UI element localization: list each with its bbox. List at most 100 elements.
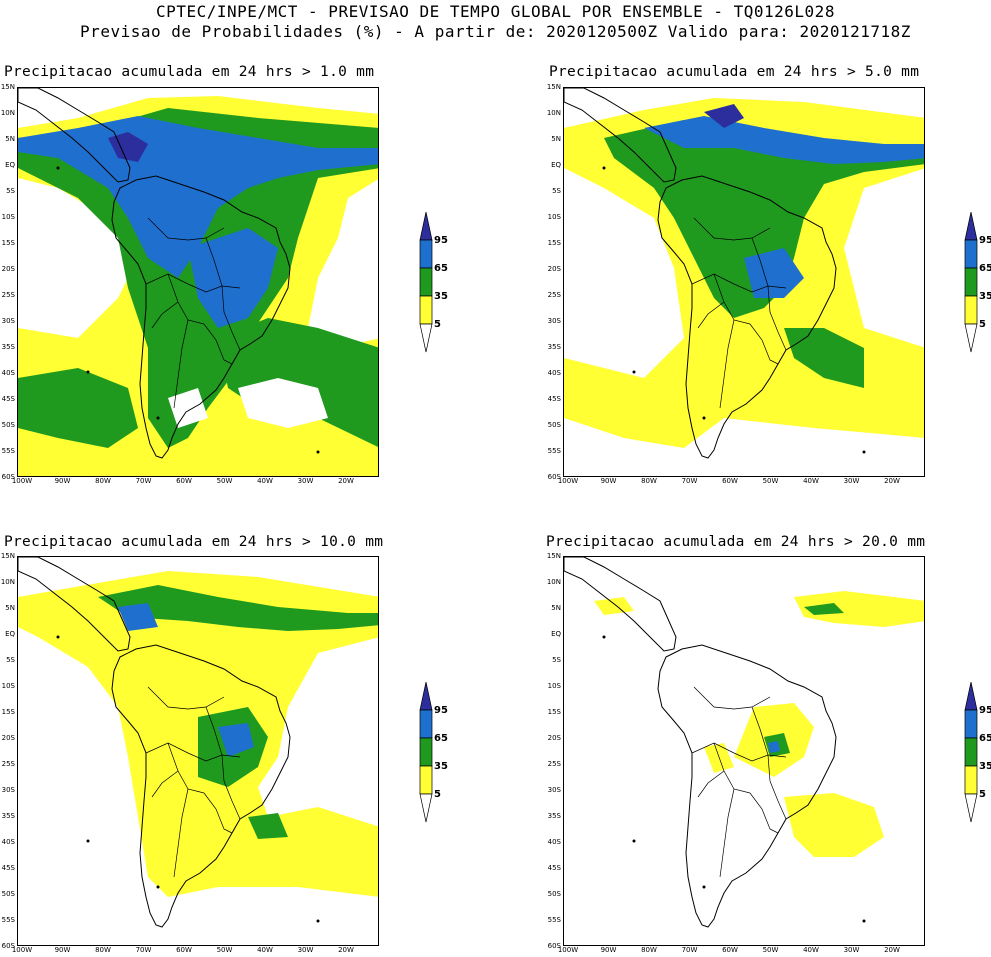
- country-border: [751, 706, 769, 756]
- colorbar-segment: [419, 295, 433, 325]
- latitude-label: 50S: [1, 421, 15, 429]
- longitude-label: 70W: [681, 946, 698, 954]
- colorbar-segment: [964, 211, 978, 241]
- probability-area: [98, 585, 378, 631]
- latitude-label: 15N: [546, 552, 561, 560]
- longitude-label: 70W: [135, 477, 152, 485]
- latitude-label: 5N: [5, 135, 15, 143]
- latitude-label: 15S: [1, 239, 15, 247]
- longitude-label: 40W: [803, 477, 819, 485]
- country-border: [691, 273, 787, 293]
- colorbar-label: 5: [434, 789, 441, 800]
- latitude-label: 30S: [1, 317, 15, 325]
- probability-area: [594, 597, 634, 615]
- colorbar-segment: [419, 737, 433, 767]
- colorbar-label: 65: [979, 263, 991, 274]
- probability-area: [218, 723, 254, 757]
- island-mark: [702, 885, 706, 889]
- chart-subtitle: Previsao de Probabilidades (%) - A parti…: [80, 22, 911, 41]
- country-border: [713, 742, 751, 794]
- latitude-label: 35S: [1, 343, 15, 351]
- coastline-south-america: [111, 644, 291, 928]
- latitude-label: 45S: [547, 395, 561, 403]
- colorbar-segment: [419, 765, 433, 795]
- latitude-label: 30S: [1, 786, 15, 794]
- panel-4-title: Precipitacao acumulada em 24 hrs > 20.0 …: [546, 534, 926, 550]
- longitude-label: 40W: [257, 946, 273, 954]
- country-border: [221, 754, 241, 820]
- longitude-label: 20W: [338, 477, 354, 485]
- panel-4-map: [563, 556, 925, 946]
- latitude-label: 50S: [547, 890, 561, 898]
- probability-area: [768, 741, 780, 753]
- island-mark: [56, 635, 60, 639]
- longitude-label: 50W: [762, 477, 779, 485]
- longitude-label: 80W: [641, 477, 657, 485]
- colorbar-label: 95: [434, 235, 448, 246]
- panel-2-map: [563, 87, 925, 477]
- country-border: [693, 217, 771, 241]
- latitude-label: 25S: [1, 760, 15, 768]
- colorbar-label: 35: [979, 291, 991, 302]
- latitude-label: 60S: [1, 473, 15, 481]
- colorbar-segment: [964, 737, 978, 767]
- country-border: [749, 792, 779, 834]
- longitude-label: 20W: [338, 946, 354, 954]
- latitude-label: 35S: [547, 343, 561, 351]
- colorbar-segment: [419, 793, 433, 823]
- latitude-label: 5N: [551, 604, 561, 612]
- panel-3-probability-field: [18, 557, 378, 928]
- colorbar-label: 35: [434, 761, 448, 772]
- longitude-label: 30W: [297, 477, 314, 485]
- country-border: [697, 301, 725, 329]
- country-border: [767, 285, 787, 351]
- latitude-label: 60S: [547, 473, 561, 481]
- colorbar-segment: [964, 239, 978, 269]
- latitude-label: EQ: [551, 630, 561, 638]
- latitude-label: 40S: [547, 369, 561, 377]
- latitude-label: 55S: [547, 916, 561, 924]
- panel-1-title: Precipitacao acumulada em 24 hrs > 1.0 m…: [4, 64, 375, 80]
- longitude-label: 60W: [176, 477, 192, 485]
- latitude-label: 15N: [0, 83, 15, 91]
- colorbar-segment: [419, 211, 433, 241]
- latitude-label: 10N: [0, 578, 15, 586]
- latitude-label: 40S: [1, 369, 15, 377]
- island-mark: [632, 370, 636, 374]
- latitude-label: 10N: [546, 578, 561, 586]
- island-mark: [862, 919, 866, 923]
- island-mark: [602, 166, 606, 170]
- panel-4-colorbar: 95 65 35 5: [963, 681, 991, 827]
- country-border: [221, 285, 241, 351]
- colorbar-label: 35: [434, 291, 448, 302]
- island-mark: [86, 370, 90, 374]
- longitude-label: 40W: [257, 477, 273, 485]
- panel-1-probability-field: [18, 88, 378, 476]
- country-border: [167, 273, 205, 325]
- longitude-label: 30W: [843, 946, 860, 954]
- longitude-label: 100W: [557, 946, 579, 954]
- island-mark: [316, 450, 320, 454]
- colorbar-label: 95: [979, 705, 991, 716]
- probability-gap: [168, 388, 208, 428]
- colorbar-label: 5: [979, 789, 986, 800]
- latitude-label: 5N: [551, 135, 561, 143]
- probability-area: [744, 248, 804, 298]
- colorbar-segment: [964, 323, 978, 353]
- panel-4-probability-field: [564, 557, 924, 928]
- colorbar-segment: [964, 295, 978, 325]
- panel-2-probability-field: [564, 88, 924, 459]
- latitude-label: 60S: [1, 942, 15, 950]
- latitude-label: 15S: [547, 708, 561, 716]
- probability-area: [794, 591, 924, 627]
- latitude-label: 50S: [1, 890, 15, 898]
- probability-area: [784, 328, 864, 388]
- longitude-label: 20W: [884, 477, 900, 485]
- country-border: [713, 273, 751, 325]
- island-mark: [862, 450, 866, 454]
- latitude-label: 35S: [1, 812, 15, 820]
- coastline-south-america: [657, 175, 837, 459]
- island-mark: [316, 919, 320, 923]
- longitude-label: 90W: [54, 477, 71, 485]
- longitude-label: 50W: [216, 477, 233, 485]
